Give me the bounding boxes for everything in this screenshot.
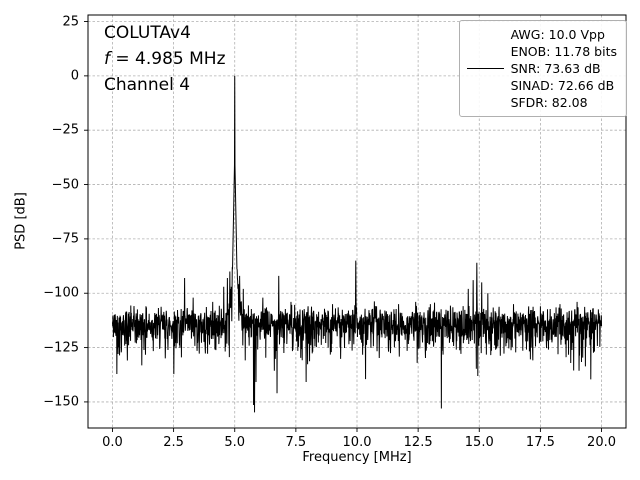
x-tick-label: 12.5 (403, 435, 433, 450)
x-tick-label: 7.5 (285, 435, 307, 450)
legend-label: SFDR: 82.08 (510, 95, 588, 110)
x-tick-label: 20.0 (587, 435, 617, 450)
x-tick-label: 2.5 (163, 435, 184, 450)
annotation-line-frequency: f = 4.985 MHz (104, 49, 226, 69)
annotation-line-device: COLUTAv4 (104, 23, 191, 43)
y-axis-label: PSD [dB] (13, 192, 29, 250)
legend-label: SNR: 73.63 dB (510, 61, 601, 76)
plot-annotation: COLUTAv4 f = 4.985 MHz Channel 4 (104, 20, 226, 98)
y-tick-label: −25 (51, 122, 79, 138)
annotation-line-channel: Channel 4 (104, 75, 191, 95)
legend-label: ENOB: 11.78 bits (510, 44, 617, 59)
y-tick-label: 0 (70, 68, 79, 84)
x-tick-label: 5.0 (224, 435, 246, 450)
legend-label: SINAD: 72.66 dB (510, 78, 615, 93)
y-tick-label: −150 (43, 394, 79, 410)
x-axis-label: Frequency [MHz] (302, 450, 412, 465)
x-tick-label: 15.0 (464, 435, 494, 450)
legend-row-awg: AWG: 10.0 Vpp (467, 26, 617, 43)
x-tick-label: 10.0 (342, 435, 372, 450)
x-tick-label: 17.5 (525, 435, 555, 450)
y-tick-label: −100 (43, 285, 79, 301)
legend-box: AWG: 10.0 Vpp ENOB: 11.78 bits SNR: 73.6… (458, 20, 627, 117)
psd-line-handle-icon (466, 68, 504, 69)
y-tick-label: 25 (62, 14, 79, 30)
legend-row-snr: SNR: 73.63 dB (466, 60, 617, 77)
legend-label: AWG: 10.0 Vpp (510, 27, 605, 42)
y-tick-label: −50 (51, 177, 79, 193)
legend-row-sinad: SINAD: 72.66 dB (467, 77, 617, 94)
y-tick-label: −75 (51, 231, 79, 247)
legend-row-sfdr: SFDR: 82.08 (467, 94, 617, 111)
x-tick-label: 0.0 (102, 435, 123, 450)
legend-row-enob: ENOB: 11.78 bits (467, 43, 617, 60)
y-tick-label: −125 (43, 340, 79, 356)
